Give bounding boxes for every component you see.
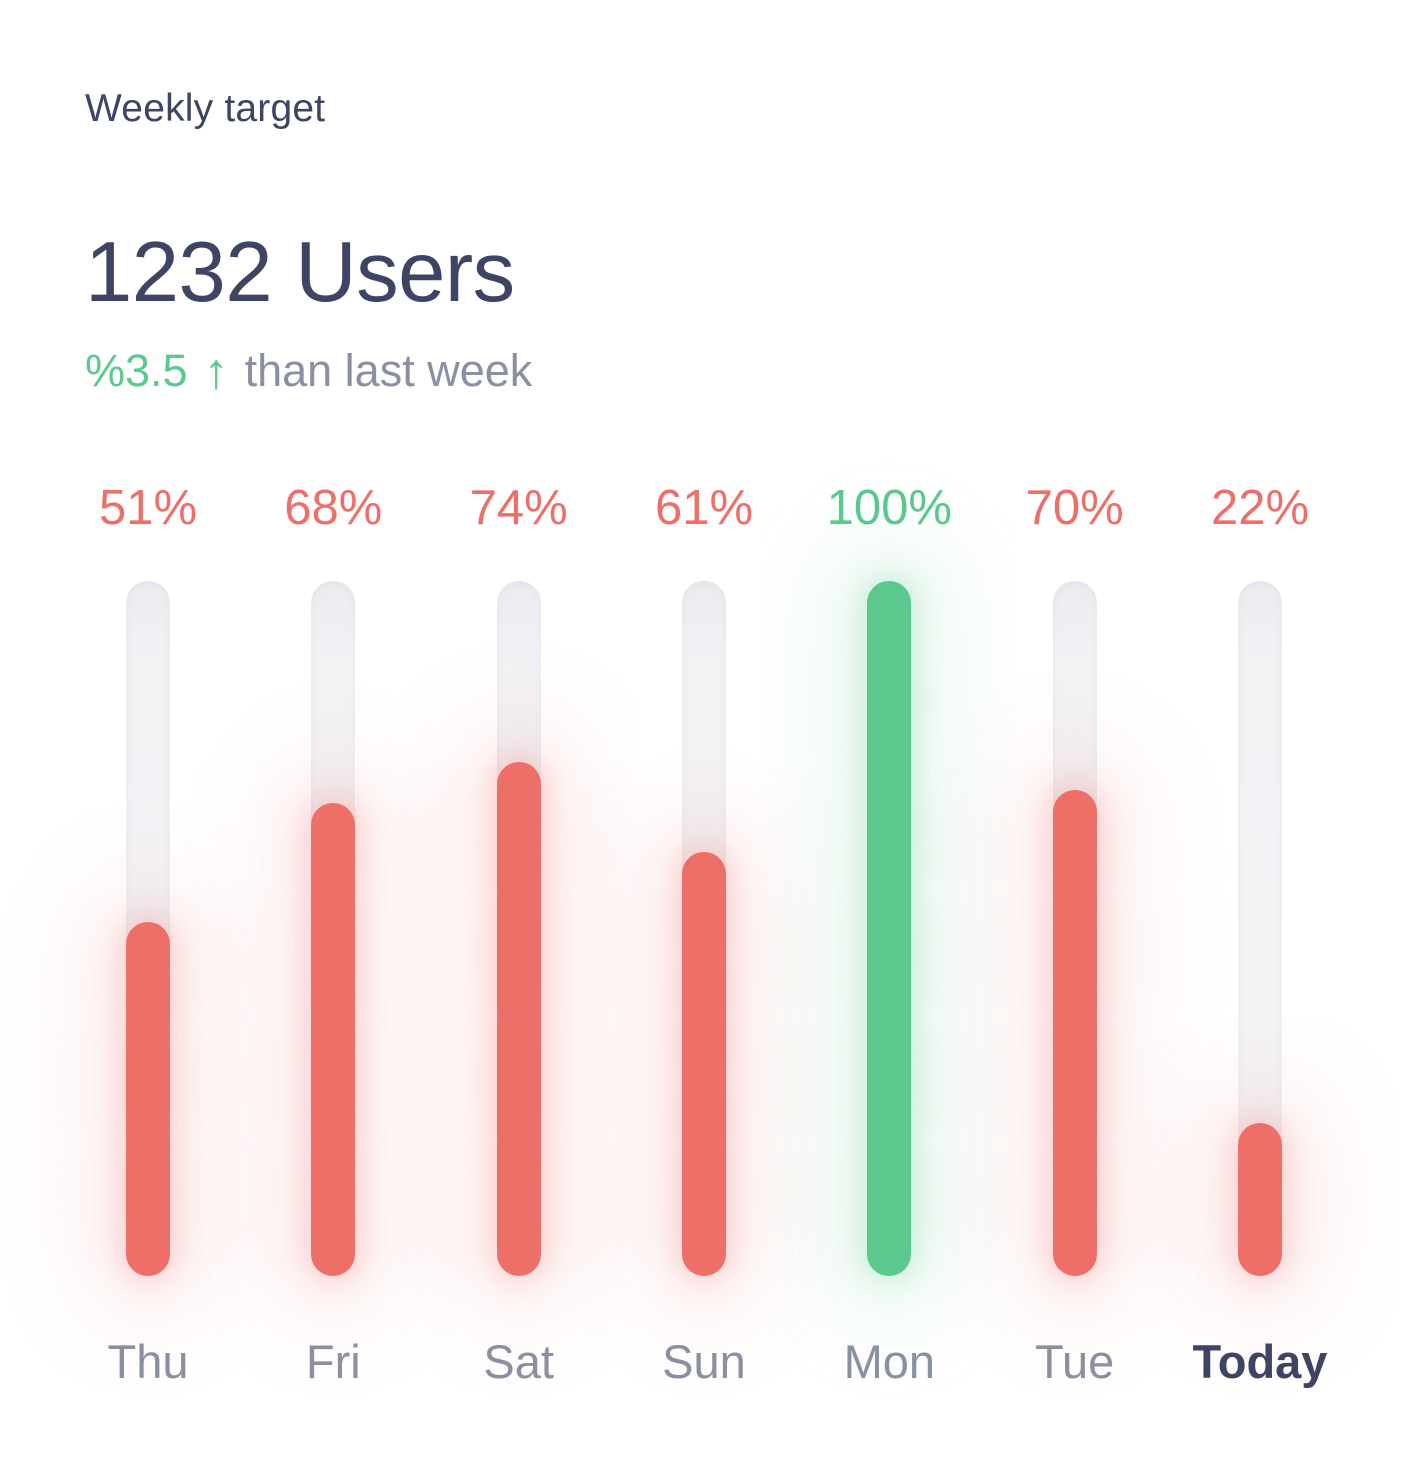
bar-column-sun: 61% Sun: [654, 480, 754, 1389]
bar-value-label: 74%: [469, 481, 568, 535]
bar-track[interactable]: [496, 581, 541, 1276]
bar-fill: [496, 761, 541, 1276]
bar-value-label: 61%: [654, 481, 754, 535]
bar-track[interactable]: [311, 581, 356, 1276]
card-title: Weekly target: [85, 87, 326, 130]
bar-column-today: 22% Today: [1193, 480, 1328, 1389]
day-label: Fri: [305, 1335, 361, 1388]
day-label: Mon: [843, 1335, 936, 1388]
metric-value: 1232 Users: [85, 225, 515, 320]
bar-value-label: 70%: [1025, 481, 1124, 535]
delta-caption: than last week: [244, 345, 533, 396]
bar-fill: [867, 581, 912, 1276]
card-header: Weekly target 1232 Users %3.5 ↑ than las…: [0, 85, 1408, 398]
bar-value-label: 100%: [826, 481, 952, 535]
bar-value-label: 22%: [1210, 481, 1310, 535]
bar-column-tue: 70% Tue: [1025, 480, 1124, 1389]
bar-column-fri: 68% Fri: [284, 480, 383, 1389]
delta-value: %3.5: [85, 345, 188, 396]
delta-row: %3.5 ↑ than last week: [85, 344, 1323, 398]
day-label: Today: [1192, 1335, 1328, 1388]
weekly-bar-chart: 51% Thu 68% Fri 74% Sat 61% Sun 100% Mon…: [98, 480, 1328, 1389]
bar-value-label: 51%: [98, 481, 198, 535]
bar-fill: [1052, 789, 1097, 1276]
bar-fill: [126, 921, 170, 1276]
day-label: Sat: [483, 1335, 554, 1388]
bar-track[interactable]: [867, 581, 912, 1276]
bar-column-sat: 74% Sat: [469, 480, 568, 1389]
arrow-up-icon: ↑: [203, 343, 229, 399]
bar-track[interactable]: [681, 581, 726, 1276]
bar-track[interactable]: [1237, 581, 1282, 1276]
day-label: Tue: [1035, 1335, 1115, 1388]
bar-fill: [311, 803, 356, 1276]
bar-track[interactable]: [126, 581, 170, 1276]
bar-column-mon: 100% Mon: [827, 480, 952, 1389]
bar-track[interactable]: [1052, 581, 1097, 1276]
day-label: Thu: [107, 1335, 189, 1388]
day-label: Sun: [662, 1335, 746, 1388]
bar-column-thu: 51% Thu: [98, 480, 198, 1389]
bar-value-label: 68%: [284, 481, 383, 535]
bar-fill: [1237, 1123, 1282, 1276]
bar-fill: [681, 852, 726, 1276]
